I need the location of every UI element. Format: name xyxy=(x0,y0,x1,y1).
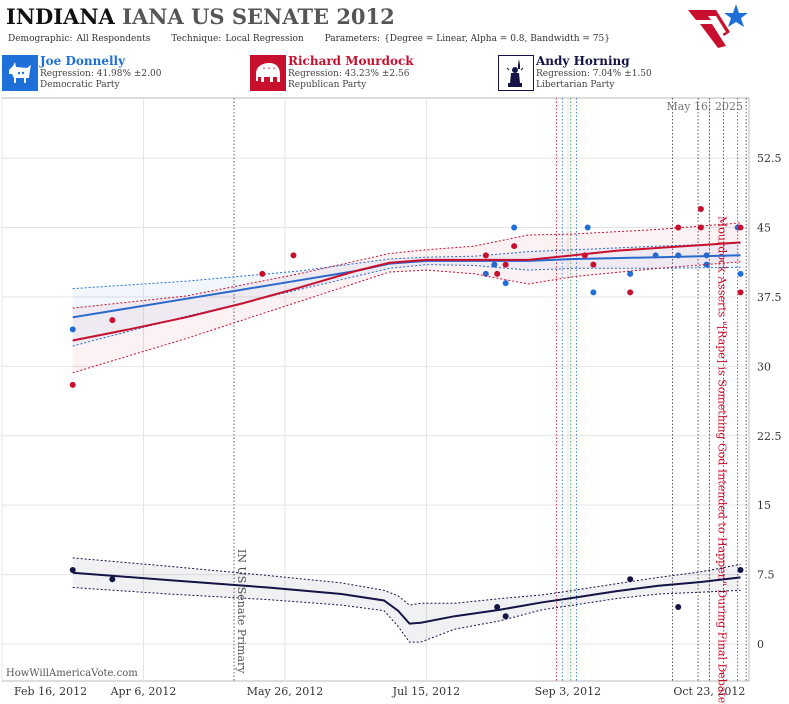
y-tick-label: 45 xyxy=(757,222,771,235)
poll-point xyxy=(737,224,744,231)
y-tick-label: 15 xyxy=(757,499,771,512)
candidate-party: Republican Party xyxy=(288,80,367,90)
page-title: INDIANA IANA US SENATE 2012 xyxy=(6,4,395,29)
poll-point xyxy=(290,252,297,259)
candidate-name: Andy Horning xyxy=(536,54,630,68)
poll-point xyxy=(502,280,509,287)
confidence-band xyxy=(72,222,741,373)
poll-point xyxy=(109,576,116,583)
technique-label: Technique: xyxy=(171,34,222,44)
x-tick-label: Apr 6, 2012 xyxy=(110,685,177,698)
event-label-primary: IN US Senate Primary xyxy=(235,549,248,674)
poll-point xyxy=(627,576,634,583)
upper-bound-line xyxy=(72,242,741,290)
poll-point xyxy=(259,270,266,277)
y-tick-label: 37.5 xyxy=(757,291,782,304)
y-tick-label: 7.5 xyxy=(757,569,775,582)
lower-bound-line xyxy=(72,261,741,374)
poll-point xyxy=(675,252,682,259)
poll-point xyxy=(581,252,588,259)
poll-point xyxy=(502,613,509,620)
demographic-label: Demographic: xyxy=(8,34,73,44)
candidate-regression: Regression: 7.04% ±1.50 xyxy=(536,69,652,79)
poll-point xyxy=(703,252,710,259)
x-tick-label: Oct 23, 2012 xyxy=(673,685,745,698)
poll-point xyxy=(502,261,509,268)
poll-point xyxy=(652,252,659,259)
poll-point xyxy=(697,224,704,231)
watermark: HowWillAmericaVote.com xyxy=(6,668,138,679)
poll-point xyxy=(590,289,597,296)
trend-line xyxy=(72,241,741,342)
x-tick-label: Jul 15, 2012 xyxy=(392,685,461,698)
polling-chart: 0 7.5 15 22.5 30 37.5 45 52.5 Feb 16, 2012 Apr 6,… xyxy=(1,97,782,703)
x-tick-label: May 26, 2012 xyxy=(247,685,324,698)
donkey-icon xyxy=(2,55,38,91)
site-logo-icon[interactable] xyxy=(686,2,750,50)
parameters-line: Demographic: All Respondents Technique: Lo… xyxy=(8,34,628,44)
poll-point xyxy=(69,326,76,333)
candidate-name: Richard Mourdock xyxy=(288,54,414,68)
poll-point xyxy=(69,566,76,573)
poll-point xyxy=(482,270,489,277)
y-tick-label: 0 xyxy=(757,638,764,651)
candidate-party: Libertarian Party xyxy=(536,80,615,90)
date-label: May 16, 2025 xyxy=(666,100,743,113)
y-tick-label: 22.5 xyxy=(757,430,782,443)
parameters-label: Parameters: xyxy=(324,34,381,44)
poll-point xyxy=(627,270,634,277)
title-state: INDIANA xyxy=(6,4,115,29)
poll-point xyxy=(69,381,76,388)
candidate-regression: Regression: 43.23% ±2.56 xyxy=(288,69,410,79)
header: INDIANA IANA US SENATE 2012 Demographic:… xyxy=(0,0,789,52)
plot-area xyxy=(1,97,750,682)
liberty-statue-icon xyxy=(498,55,534,91)
elephant-icon xyxy=(250,55,286,91)
poll-point xyxy=(511,243,518,250)
technique-value: Local Regression xyxy=(225,34,304,44)
candidate-card-mourdock[interactable]: Richard Mourdock Regression: 43.23% ±2.5… xyxy=(250,54,490,92)
poll-point xyxy=(109,317,116,324)
confidence-band xyxy=(72,557,741,643)
lower-bound-line xyxy=(72,264,741,347)
candidate-regression: Regression: 41.98% ±2.00 xyxy=(40,69,162,79)
upper-bound-line xyxy=(72,557,741,606)
title-race: IANA US SENATE 2012 xyxy=(122,4,395,29)
parameters-value: {Degree = Linear, Alpha = 0.8, Bandwidth… xyxy=(384,34,610,44)
event-label-debate: Mourdock Asserts "[Rape] is Something Go… xyxy=(715,216,728,703)
demographic-value: All Respondents xyxy=(76,34,151,44)
poll-point xyxy=(703,261,710,268)
poll-point xyxy=(737,270,744,277)
series-richard-mourdock xyxy=(69,206,744,388)
candidate-party: Democratic Party xyxy=(40,80,120,90)
x-tick-label: Feb 16, 2012 xyxy=(14,685,87,698)
poll-point xyxy=(675,603,682,610)
poll-point xyxy=(627,289,634,296)
y-tick-label: 30 xyxy=(757,360,771,373)
poll-point xyxy=(511,224,518,231)
poll-point xyxy=(494,270,501,277)
poll-point xyxy=(584,224,591,231)
y-tick-label: 52.5 xyxy=(757,152,782,165)
trend-line xyxy=(72,571,741,625)
poll-point xyxy=(491,261,498,268)
candidate-card-donnelly[interactable]: Joe Donnelly Regression: 41.98% ±2.00 De… xyxy=(2,54,242,92)
poll-point xyxy=(675,224,682,231)
poll-point xyxy=(737,289,744,296)
poll-point xyxy=(590,261,597,268)
candidate-name: Joe Donnelly xyxy=(40,54,126,68)
x-tick-label: Sep 3, 2012 xyxy=(535,685,602,698)
lower-bound-line xyxy=(72,587,741,643)
poll-point xyxy=(697,206,704,213)
series-andy-horning xyxy=(69,557,744,643)
poll-point xyxy=(482,252,489,259)
poll-point xyxy=(494,603,501,610)
candidate-card-horning[interactable]: Andy Horning Regression: 7.04% ±1.50 Lib… xyxy=(498,54,738,92)
poll-point xyxy=(737,566,744,573)
upper-bound-line xyxy=(72,222,741,309)
